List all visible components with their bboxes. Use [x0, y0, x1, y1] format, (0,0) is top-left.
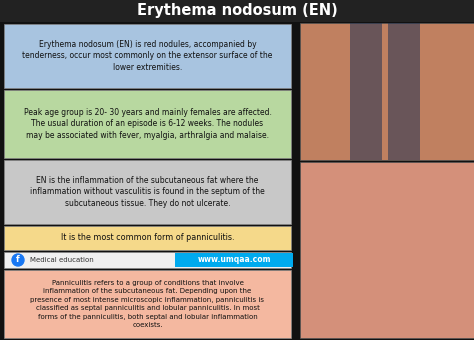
- FancyBboxPatch shape: [0, 0, 474, 22]
- FancyBboxPatch shape: [175, 253, 293, 267]
- Text: Peak age group is 20- 30 years and mainly females are affected.
The usual durati: Peak age group is 20- 30 years and mainl…: [24, 108, 272, 140]
- FancyBboxPatch shape: [300, 162, 474, 338]
- FancyBboxPatch shape: [4, 270, 291, 338]
- Text: Panniculitis refers to a group of conditions that involve
inflammation of the su: Panniculitis refers to a group of condit…: [30, 280, 264, 328]
- Circle shape: [12, 254, 24, 266]
- FancyBboxPatch shape: [4, 226, 291, 250]
- Text: It is the most common form of panniculitis.: It is the most common form of panniculit…: [61, 234, 234, 242]
- FancyBboxPatch shape: [4, 90, 291, 158]
- Text: Erythema nodosum (EN) is red nodules, accompanied by
tenderness, occur most comm: Erythema nodosum (EN) is red nodules, ac…: [22, 40, 273, 72]
- FancyBboxPatch shape: [4, 252, 291, 268]
- Text: f: f: [16, 255, 20, 265]
- FancyBboxPatch shape: [350, 23, 382, 160]
- Text: Erythema nodosum (EN): Erythema nodosum (EN): [137, 3, 337, 18]
- FancyBboxPatch shape: [4, 160, 291, 224]
- Text: Medical education: Medical education: [30, 257, 94, 263]
- Text: EN is the inflammation of the subcutaneous fat where the
inflammation without va: EN is the inflammation of the subcutaneo…: [30, 176, 265, 208]
- Text: www.umqaa.com: www.umqaa.com: [197, 255, 271, 265]
- FancyBboxPatch shape: [388, 23, 420, 160]
- FancyBboxPatch shape: [4, 24, 291, 88]
- FancyBboxPatch shape: [300, 23, 474, 160]
